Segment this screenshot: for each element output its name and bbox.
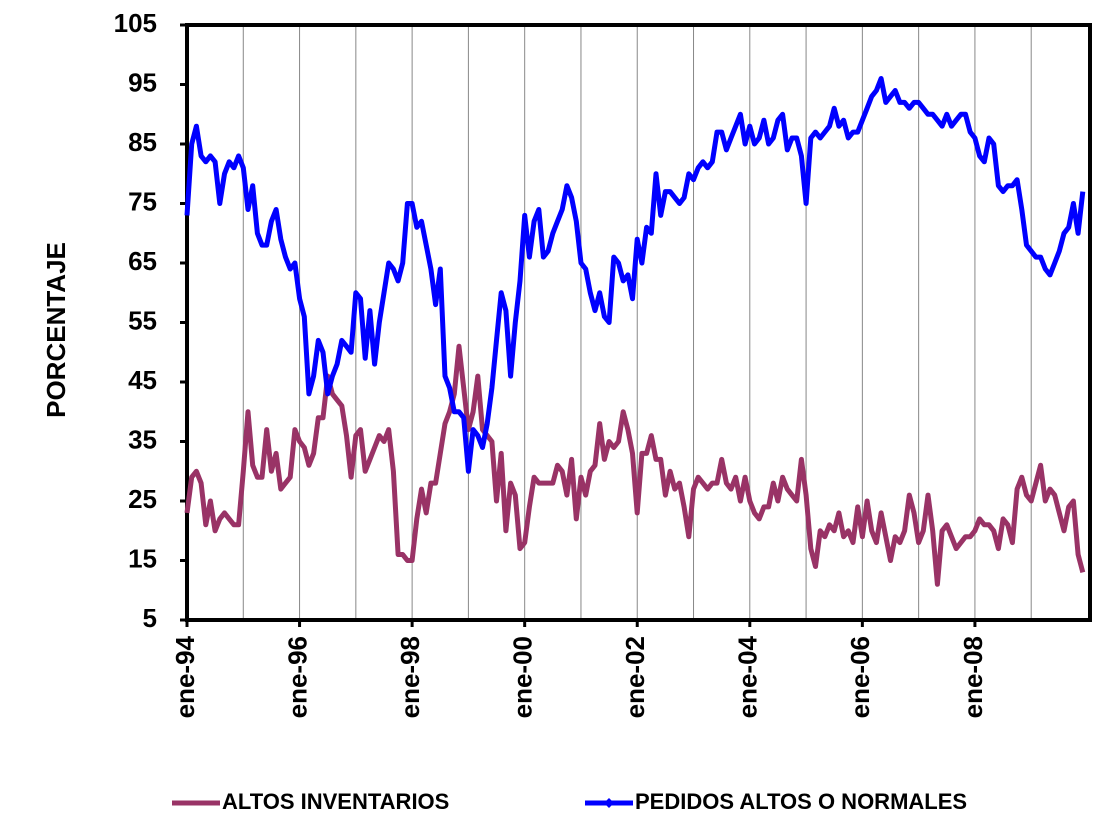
plot-frame <box>185 23 1092 622</box>
y-tick-label: 55 <box>128 305 157 335</box>
series-line <box>184 343 1086 587</box>
x-tick-label: ene-06 <box>845 636 875 718</box>
legend-label: ALTOS INVENTARIOS <box>222 789 449 814</box>
legend-marker <box>604 798 614 808</box>
x-tick-label: ene-94 <box>170 635 200 718</box>
y-axis-label: PORCENTAJE <box>41 242 71 418</box>
x-tick-label: ene-04 <box>733 635 763 718</box>
x-tick-label: ene-08 <box>958 636 988 718</box>
x-tick-label: ene-00 <box>508 636 538 718</box>
y-tick-label: 65 <box>128 246 157 276</box>
y-tick-label: 45 <box>128 365 157 395</box>
y-tick-label: 95 <box>128 67 157 97</box>
y-tick-label: 85 <box>128 127 157 157</box>
y-tick-label: 75 <box>128 186 157 216</box>
y-tick-label: 25 <box>128 484 157 514</box>
y-tick-label: 105 <box>114 8 157 38</box>
x-tick-label: ene-02 <box>620 636 650 718</box>
series-line <box>184 76 1086 474</box>
y-tick-label: 35 <box>128 424 157 454</box>
legend-label: PEDIDOS ALTOS O NORMALES <box>635 789 967 814</box>
y-tick-label: 5 <box>143 603 157 633</box>
y-tick-label: 15 <box>128 543 157 573</box>
x-tick-label: ene-96 <box>282 636 312 718</box>
x-tick-label: ene-98 <box>395 636 425 718</box>
